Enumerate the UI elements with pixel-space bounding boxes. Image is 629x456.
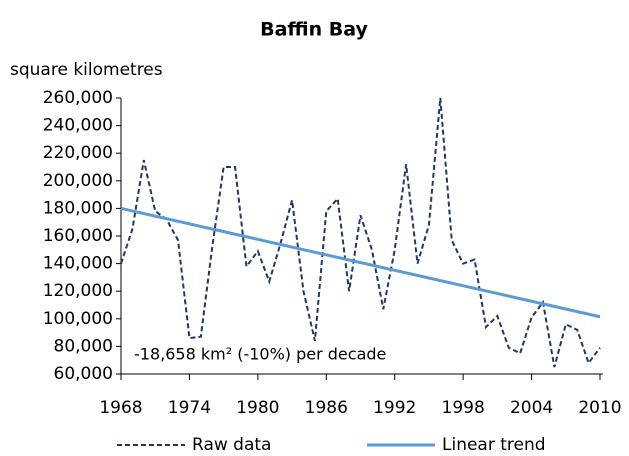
y-tick-label: 80,000: [54, 336, 113, 356]
y-tick-label: 140,000: [43, 254, 113, 274]
y-tick-label: 180,000: [43, 198, 113, 218]
x-tick-label: 1980: [236, 398, 279, 418]
y-tick-label: 200,000: [43, 171, 113, 191]
x-tick-label: 1998: [442, 398, 485, 418]
x-tick-label: 2004: [510, 398, 553, 418]
y-tick-label: 60,000: [54, 364, 113, 384]
y-tick-label: 120,000: [43, 281, 113, 301]
x-tick-label: 1986: [305, 398, 348, 418]
y-tick-label: 240,000: [43, 116, 113, 136]
chart-title: Baffin Bay: [260, 19, 368, 41]
y-tick-label: 160,000: [43, 226, 113, 246]
x-tick-label: 1992: [373, 398, 416, 418]
x-tick-label: 1968: [99, 398, 142, 418]
series-line: [120, 97, 601, 368]
legend-label: Raw data: [192, 435, 271, 455]
series-line: [120, 206, 601, 319]
y-tick-label: 260,000: [43, 88, 113, 108]
y-axis-label: square kilometres: [10, 60, 163, 80]
legend-label: Linear trend: [442, 435, 546, 455]
x-tick-label: 2010: [578, 398, 621, 418]
y-tick-label: 220,000: [43, 143, 113, 163]
y-tick-label: 100,000: [43, 309, 113, 329]
x-tick-label: 1974: [168, 398, 211, 418]
annotation: -18,658 km² (-10%) per decade: [134, 345, 386, 364]
